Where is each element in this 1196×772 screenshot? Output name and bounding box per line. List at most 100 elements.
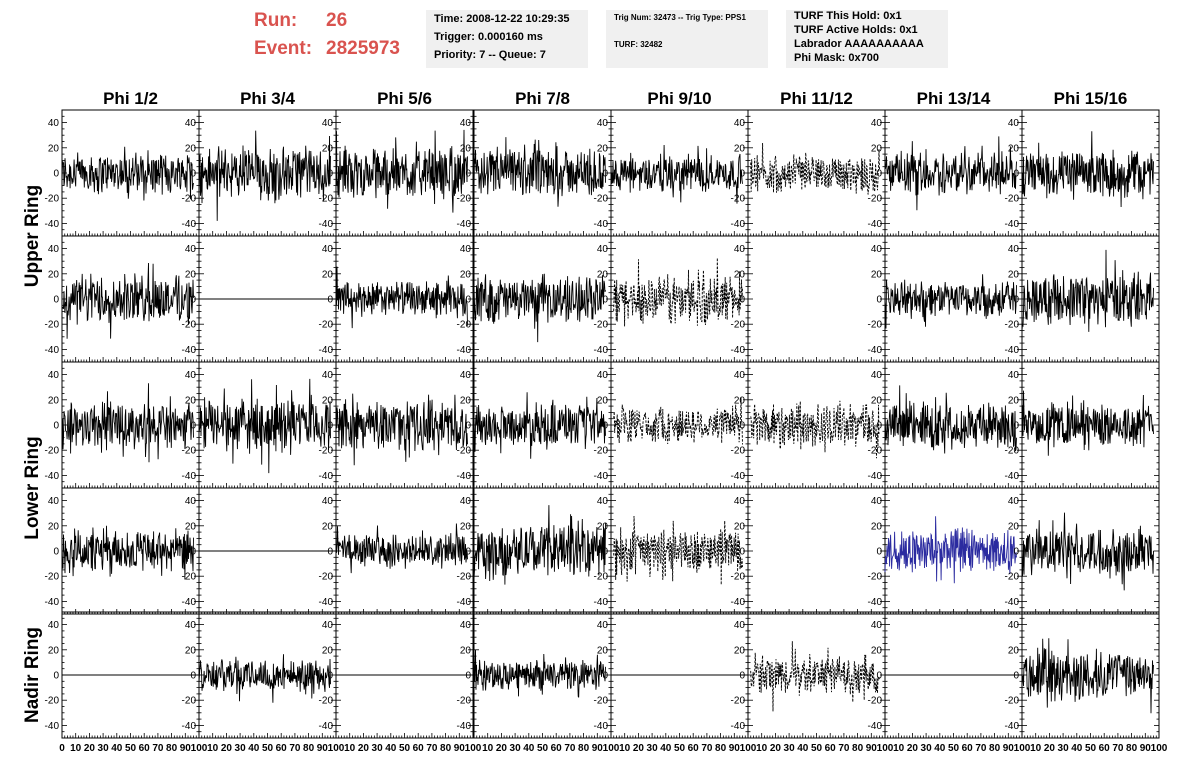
waveform-panel: -40 -20 0 20 40 [731,487,886,615]
y-tick-label: 0 [602,671,608,682]
waveform-line [61,383,194,463]
x-tick-label: 100 [465,743,482,754]
y-tick-label: 0 [602,547,608,558]
y-tick-label: -40 [1005,471,1020,482]
y-tick-label: 40 [1008,496,1020,507]
y-tick-label: 40 [185,244,197,255]
waveform-line [1021,131,1154,208]
y-tick-label: -20 [319,194,334,205]
y-tick-label: 20 [48,395,60,406]
waveform-panel: -40 -20 0 20 40 [45,487,200,615]
y-tick-label: 0 [739,421,745,432]
y-tick-label: -20 [45,320,60,331]
y-tick-label: -20 [45,572,60,583]
x-tick-label: 50 [948,743,960,754]
y-tick-label: -20 [594,572,609,583]
y-tick-label: -20 [319,446,334,457]
y-tick-label: 40 [871,118,883,129]
ring-label: Lower Ring [22,436,43,539]
x-tick-label: 70 [838,743,850,754]
y-tick-label: -40 [731,219,746,230]
waveform-line [613,257,743,327]
y-tick-label: 20 [48,143,60,154]
y-tick-label: 20 [48,269,60,280]
x-tick-label: 30 [510,743,522,754]
y-tick-label: 40 [460,118,472,129]
waveform-panel: -40 -20 0 20 40 [182,487,337,615]
x-tick-label: 20 [1044,743,1056,754]
y-tick-label: -40 [731,345,746,356]
x-tick-label: 60 [551,743,563,754]
x-tick-label: 50 [811,743,823,754]
x-tick-label: 70 [701,743,713,754]
y-tick-label: 40 [460,620,472,631]
y-tick-label: 0 [465,421,471,432]
y-tick-label: 20 [871,143,883,154]
y-tick-label: 40 [460,244,472,255]
y-tick-label: -40 [1005,219,1020,230]
y-tick-label: 40 [597,620,609,631]
y-tick-label: -40 [1005,345,1020,356]
y-tick-label: 20 [597,645,609,656]
x-tick-label: 90 [180,743,192,754]
x-tick-label: 10 [1030,743,1042,754]
y-tick-label: -40 [457,345,472,356]
x-tick-label: 80 [989,743,1001,754]
x-tick-label: 100 [191,743,208,754]
trig-info-box: Trig Num: 32473 -- Trig Type: PPS1 TURF:… [606,10,768,68]
y-tick-label: 40 [48,118,60,129]
y-tick-label: 0 [876,295,882,306]
x-tick-label: 40 [934,743,946,754]
y-tick-label: 20 [734,645,746,656]
x-tick-label: 80 [303,743,315,754]
time-text: Time: 2008-12-22 10:29:35 [434,13,570,25]
y-tick-label: -40 [457,721,472,732]
y-tick-label: 20 [322,645,334,656]
waveform-panel: -40 -20 0 20 40 [731,235,886,363]
y-tick-label: 20 [597,521,609,532]
x-tick-label: 20 [633,743,645,754]
x-tick-label: 90 [866,743,878,754]
x-tick-label: 20 [907,743,919,754]
y-tick-label: -20 [731,320,746,331]
y-tick-label: 0 [739,671,745,682]
waveform-panel: -40 -20 0 20 40 [182,109,337,237]
x-tick-label: 70 [975,743,987,754]
y-tick-label: 20 [871,269,883,280]
y-tick-label: -20 [457,194,472,205]
y-tick-label: -20 [594,194,609,205]
y-tick-label: -40 [594,471,609,482]
y-tick-label: 20 [460,395,472,406]
y-tick-label: -40 [594,721,609,732]
x-tick-label: 20 [84,743,96,754]
x-tick-label: 60 [413,743,425,754]
y-tick-label: -20 [731,194,746,205]
y-tick-label: -20 [594,696,609,707]
y-tick-label: -40 [594,219,609,230]
y-tick-label: -20 [1005,194,1020,205]
waveform-panel: -40 -20 0 20 40 [868,361,1023,489]
x-tick-label: 20 [770,743,782,754]
x-tick-label: 80 [715,743,727,754]
y-tick-label: -40 [319,471,334,482]
y-tick-label: -40 [45,219,60,230]
waveform-line [335,266,468,329]
y-tick-label: 40 [322,370,334,381]
y-tick-label: 0 [53,169,59,180]
column-title: Phi 11/12 [780,89,853,108]
y-tick-label: -40 [319,597,334,608]
waveform-line [884,274,1017,329]
y-tick-label: -20 [45,194,60,205]
y-tick-label: 0 [327,421,333,432]
y-tick-label: -40 [319,721,334,732]
run-event-box: Run: 26 Event: 2825973 [250,8,415,64]
y-tick-label: -40 [182,721,197,732]
x-tick-label: 40 [385,743,397,754]
x-tick-label: 70 [564,743,576,754]
y-tick-label: 20 [460,521,472,532]
y-tick-label: -20 [1005,446,1020,457]
y-tick-label: 20 [597,269,609,280]
x-tick-label: 40 [660,743,672,754]
x-tick-label: 100 [1014,743,1031,754]
